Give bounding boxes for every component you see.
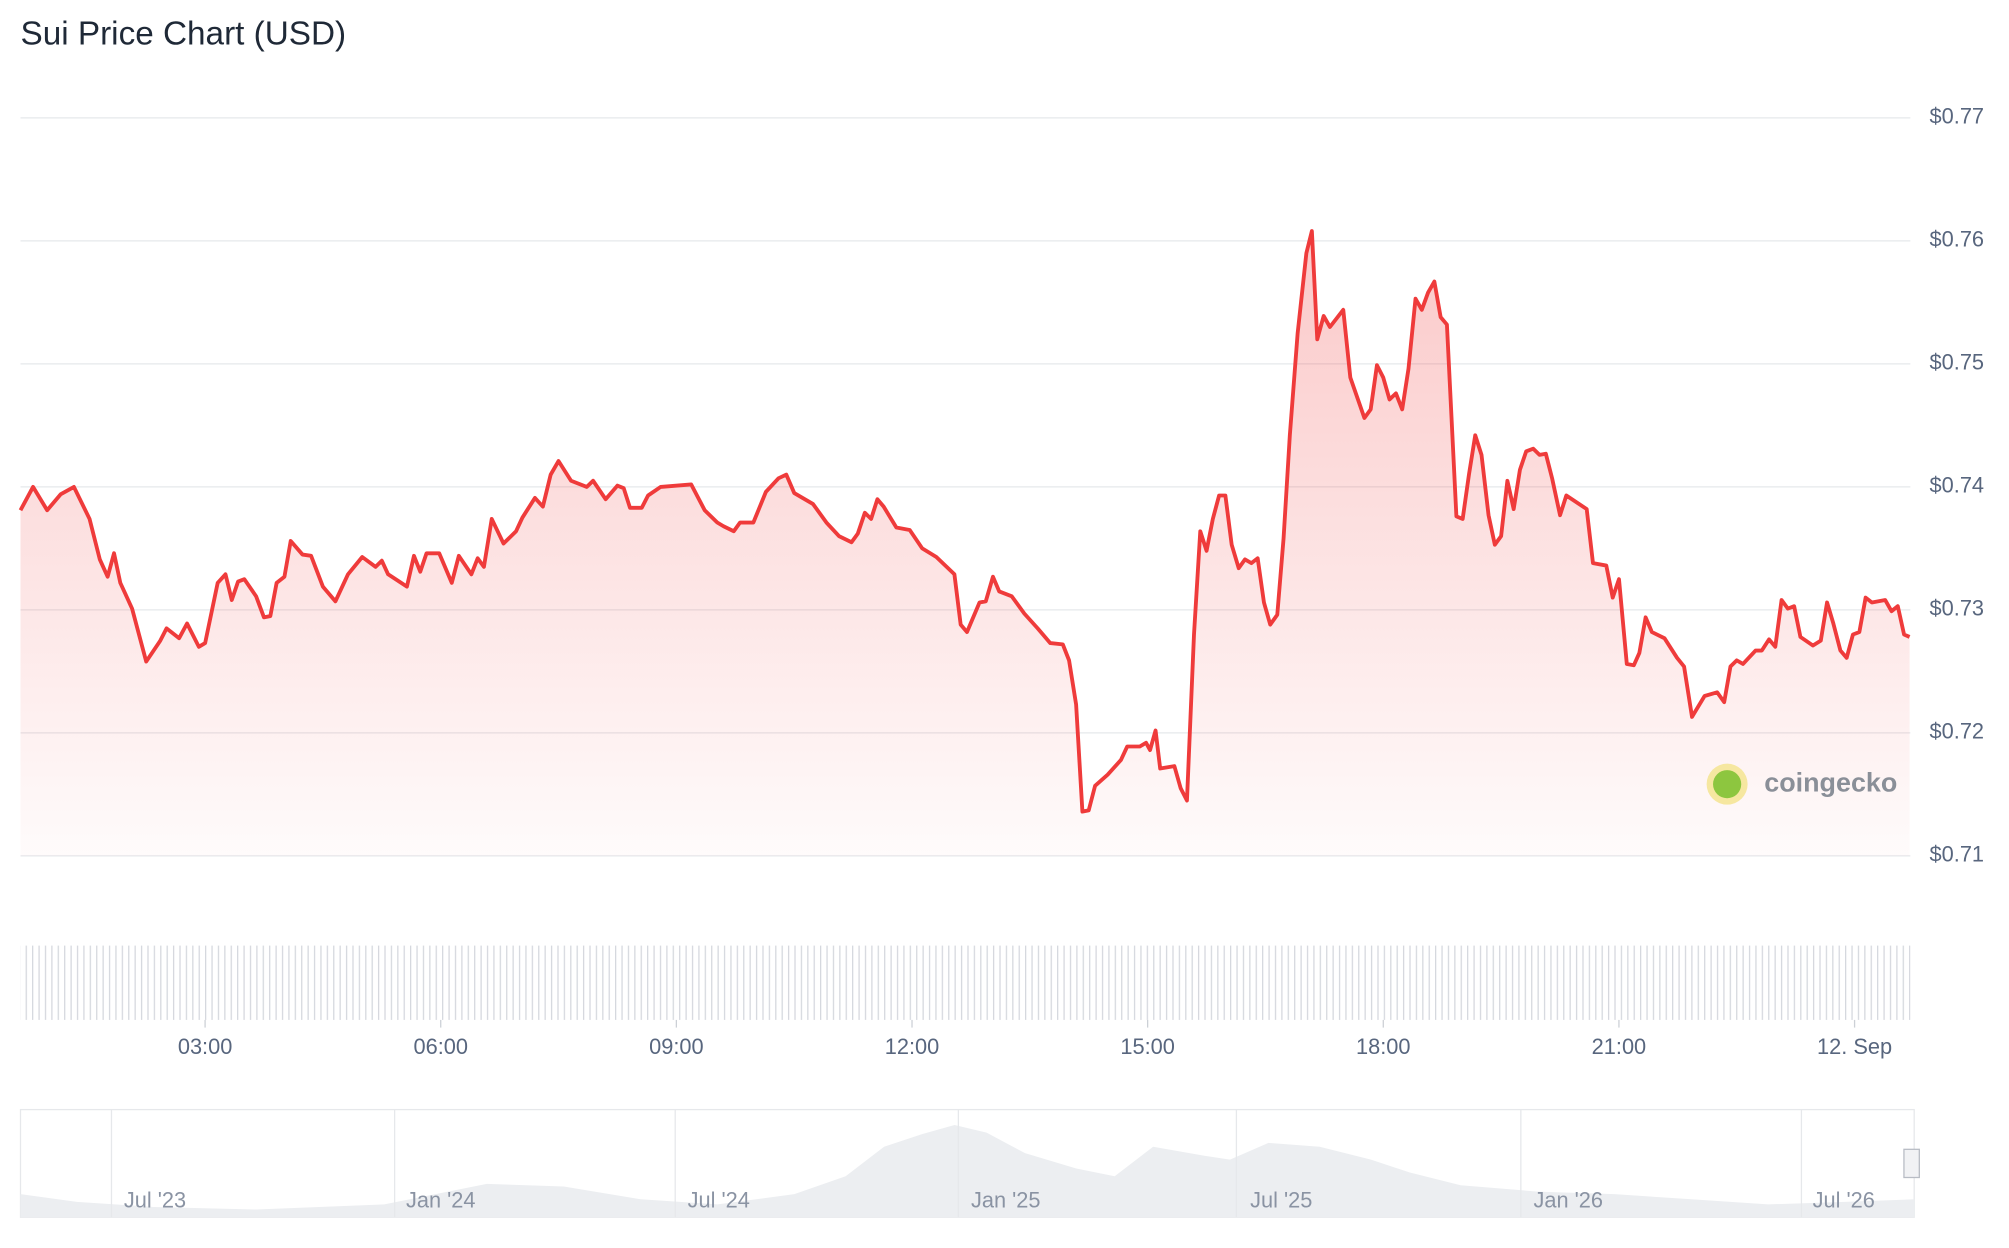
x-tick-label: 12:00 xyxy=(885,1034,939,1059)
logo xyxy=(1713,770,1742,799)
x-tick-label: 15:00 xyxy=(1120,1034,1174,1059)
volume-bars xyxy=(20,945,1911,1020)
navigator-label: Jan '25 xyxy=(971,1188,1041,1213)
navigator-label: Jul '25 xyxy=(1250,1188,1312,1213)
x-tick-label: 03:00 xyxy=(178,1034,232,1059)
navigator-area xyxy=(20,1124,1915,1218)
y-tick-label: $0.72 xyxy=(1930,719,1984,744)
x-tick-label: 12. Sep xyxy=(1817,1034,1892,1059)
navigator-label: Jan '26 xyxy=(1533,1188,1603,1213)
y-tick-label: $0.75 xyxy=(1930,350,1984,375)
price-line xyxy=(18,229,1911,814)
navigator-label: Jul '24 xyxy=(688,1188,750,1213)
navigator-label: Jan '24 xyxy=(406,1188,476,1213)
navigator-label: Jul '23 xyxy=(124,1188,186,1213)
y-tick-label: $0.74 xyxy=(1930,473,1984,498)
y-tick-label: $0.71 xyxy=(1930,842,1984,867)
navigator-label: Jul '26 xyxy=(1813,1188,1875,1213)
price-area xyxy=(20,231,1910,856)
y-tick-label: $0.76 xyxy=(1930,227,1984,252)
x-tick-label: 18:00 xyxy=(1356,1034,1410,1059)
x-tick-label: 06:00 xyxy=(413,1034,467,1059)
chart-title: Sui Price Chart (USD) xyxy=(20,16,346,53)
y-tick-label: $0.73 xyxy=(1930,596,1984,621)
y-tick-label: $0.77 xyxy=(1930,104,1984,129)
x-tick-label: 21:00 xyxy=(1592,1034,1646,1059)
watermark: coingecko xyxy=(1764,767,1897,797)
x-tick-label: 09:00 xyxy=(649,1034,703,1059)
navigator-handle[interactable] xyxy=(1903,1148,1920,1179)
